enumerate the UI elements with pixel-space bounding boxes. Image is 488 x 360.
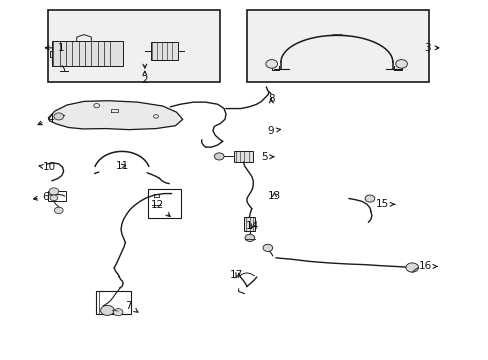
Bar (47, 191, 66, 202)
Bar (148, 189, 181, 217)
Text: 17: 17 (230, 270, 243, 280)
Circle shape (365, 195, 374, 202)
Bar (47, 10, 220, 82)
Circle shape (395, 60, 407, 68)
Text: 14: 14 (245, 221, 259, 231)
Circle shape (244, 234, 254, 242)
Text: 8: 8 (267, 94, 274, 104)
Text: 3: 3 (424, 43, 438, 53)
Circle shape (265, 60, 277, 68)
Text: 4: 4 (38, 113, 54, 125)
Circle shape (54, 113, 63, 120)
Bar (246, 10, 428, 82)
Text: 7: 7 (125, 301, 138, 312)
Circle shape (50, 195, 58, 201)
Text: 11: 11 (115, 161, 128, 171)
Circle shape (405, 263, 418, 272)
Text: 1: 1 (45, 43, 64, 53)
Text: 6: 6 (34, 192, 49, 202)
Circle shape (49, 188, 59, 195)
Text: 2: 2 (141, 71, 148, 85)
Bar (151, 42, 178, 60)
Circle shape (113, 309, 122, 316)
Text: 13: 13 (267, 191, 281, 201)
Circle shape (263, 244, 272, 251)
Text: 9: 9 (267, 126, 280, 136)
Bar (52, 41, 122, 66)
Text: 15: 15 (375, 199, 394, 209)
Circle shape (101, 305, 114, 315)
Bar (233, 151, 253, 162)
Bar (244, 217, 255, 231)
Text: 16: 16 (418, 261, 437, 271)
Circle shape (214, 153, 224, 160)
Polygon shape (48, 101, 183, 130)
Bar (96, 291, 131, 314)
Text: 10: 10 (39, 162, 56, 172)
Text: 5: 5 (261, 152, 273, 162)
Circle shape (54, 207, 63, 213)
Text: 12: 12 (151, 200, 170, 217)
